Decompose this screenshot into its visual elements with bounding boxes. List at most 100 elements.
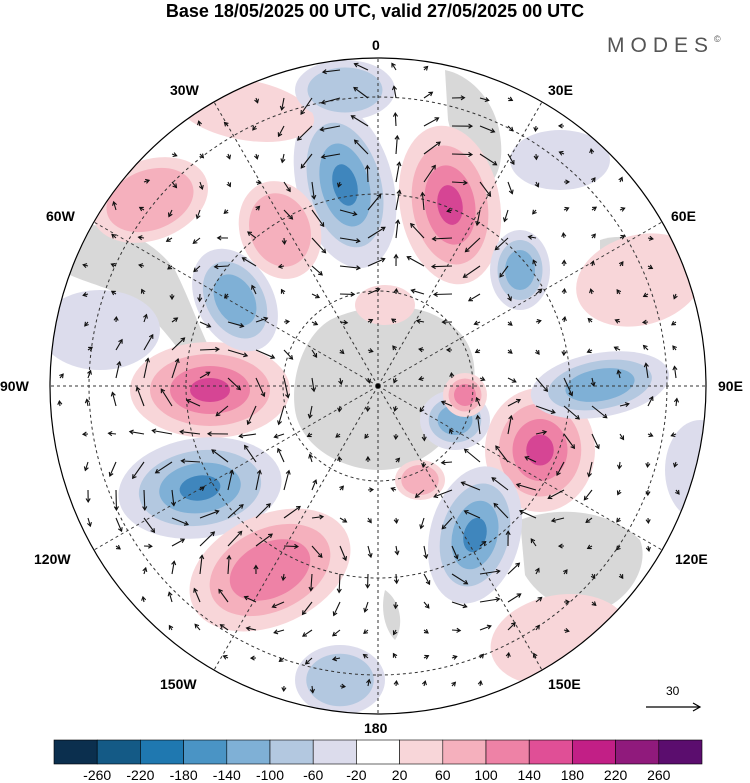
wind-vectors <box>57 62 680 694</box>
wind-vector <box>181 460 201 463</box>
wind-vector <box>423 165 436 183</box>
wind-vector-head <box>213 264 219 270</box>
colorbar-swatch <box>658 739 703 765</box>
new-zealand <box>383 590 401 640</box>
wind-vector-head <box>534 182 540 188</box>
wind-vector-head <box>590 381 596 387</box>
wind-vector <box>180 431 201 435</box>
wind-vector-head <box>475 396 481 402</box>
wind-vector-head <box>617 464 623 470</box>
wind-vector-head <box>602 413 608 419</box>
wind-vector-head <box>394 550 400 556</box>
logo-mark: © <box>714 34 721 44</box>
wind-vector-head <box>508 126 514 132</box>
wind-vector-head <box>589 288 595 294</box>
colorbar-swatch <box>53 739 98 765</box>
wind-vector-head <box>543 387 549 392</box>
wind-vector-head <box>393 287 399 293</box>
wind-vector-head <box>138 263 144 269</box>
wind-vector <box>421 192 425 211</box>
wind-vector-head <box>281 687 287 693</box>
wind-vector <box>391 63 397 71</box>
wind-vector-head <box>419 524 425 530</box>
wind-vector <box>199 348 219 351</box>
wind-vector-head <box>142 566 148 573</box>
wind-vector <box>464 448 481 463</box>
wind-vector-head <box>150 528 156 534</box>
wind-vector-head <box>112 200 117 206</box>
wind-vector-head <box>460 95 466 101</box>
colorbar-tick-label: -140 <box>212 767 241 783</box>
wind-vector-head <box>365 583 371 589</box>
wind-vector-head <box>390 486 396 492</box>
wind-vector <box>214 265 229 268</box>
wind-vector <box>242 257 257 267</box>
wind-vector <box>339 517 347 523</box>
wind-vector-head <box>83 466 89 472</box>
wind-vector <box>619 403 630 407</box>
wind-vector-head <box>337 407 343 413</box>
wind-vector-head <box>174 357 180 364</box>
wind-vector-head <box>219 624 225 629</box>
lon-label-30w: 30W <box>170 82 199 98</box>
wind-vector-head <box>198 184 204 191</box>
wind-vector-head <box>494 245 500 251</box>
wind-vector <box>451 629 461 632</box>
wind-vector-head <box>376 193 382 199</box>
wind-vector-head <box>336 182 342 188</box>
wind-vector-head <box>256 469 262 475</box>
wind-vector-head <box>332 611 338 617</box>
wind-vector-head <box>420 191 426 197</box>
meridian-line <box>377 221 663 387</box>
wind-vector-head <box>180 337 186 343</box>
wind-vector <box>322 69 341 73</box>
wind-vector-head <box>132 474 137 480</box>
wind-vector-head <box>445 347 451 353</box>
wind-vector <box>530 538 537 547</box>
wind-vector-head <box>440 459 446 466</box>
wind-vector-head <box>645 519 651 525</box>
wind-vector-head <box>481 540 487 546</box>
wind-vector-head <box>448 428 454 434</box>
anomaly-blob <box>510 130 610 190</box>
wind-vector-head <box>591 233 596 239</box>
wind-vector-head <box>431 164 436 170</box>
wind-vector <box>274 433 285 438</box>
wind-vector <box>441 461 453 464</box>
wind-vector <box>395 190 401 211</box>
wind-vector-head <box>313 320 319 326</box>
wind-vector-head <box>107 431 113 437</box>
wind-vector-head <box>366 378 372 384</box>
anomaly-blob <box>437 185 463 225</box>
wind-vector-head <box>557 123 563 129</box>
colorbar-tick-label: 260 <box>647 767 671 783</box>
wind-vector-head <box>533 155 539 161</box>
wind-vector <box>211 449 229 463</box>
wind-vector <box>524 456 537 463</box>
wind-vector-head <box>245 626 251 632</box>
wind-vector-head <box>365 455 371 461</box>
wind-vector-head <box>118 338 123 344</box>
wind-vector-head <box>141 595 147 601</box>
wind-vector <box>218 589 229 603</box>
wind-vector <box>278 405 285 425</box>
wind-vector-head <box>516 593 522 598</box>
wind-vector-head <box>277 132 283 138</box>
wind-vector-head <box>312 479 318 485</box>
wind-vector-head <box>199 554 205 560</box>
wind-vector <box>281 97 285 110</box>
wind-vector <box>244 596 257 603</box>
wind-vector <box>395 573 398 584</box>
wind-vector-head <box>318 270 323 276</box>
wind-vector <box>220 624 229 631</box>
colorbar <box>53 739 703 765</box>
wind-vector <box>246 627 257 631</box>
wind-vector-head <box>301 610 307 616</box>
wind-vector <box>297 125 313 141</box>
wind-vector-head <box>266 503 271 508</box>
wind-vector-head <box>142 506 148 512</box>
wind-vector-head <box>418 376 424 381</box>
wind-vector <box>451 181 467 184</box>
wind-vector-head <box>613 346 619 352</box>
wind-vector-head <box>276 447 282 453</box>
